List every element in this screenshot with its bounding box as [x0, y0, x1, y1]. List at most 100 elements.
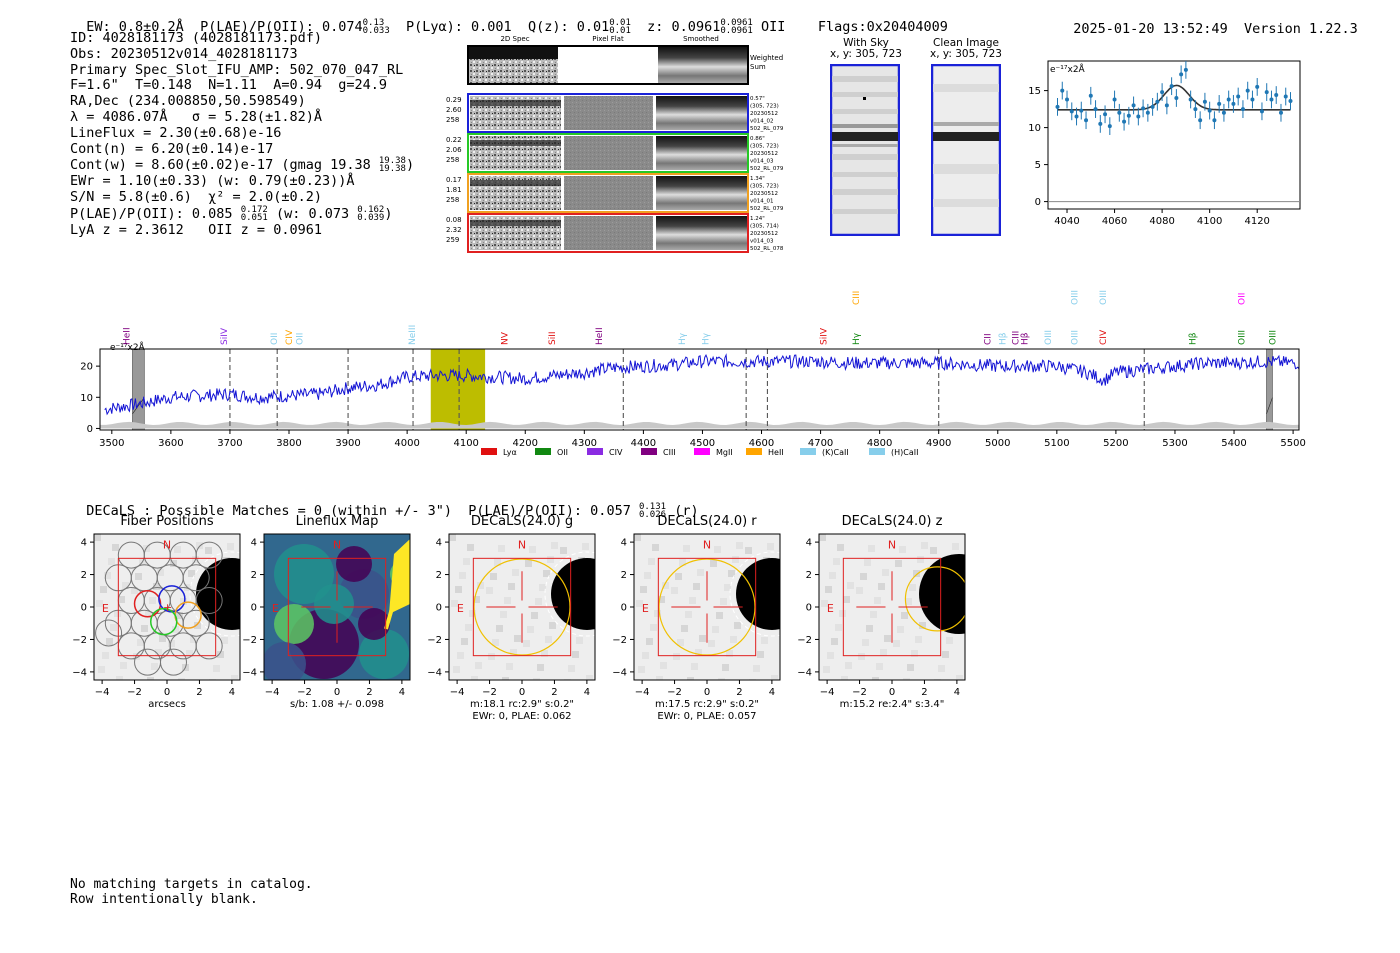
emission-line-label: OIII	[1238, 330, 1248, 345]
x-tick-label: 5300	[1162, 438, 1187, 449]
pixel	[761, 637, 768, 644]
x-tick-label: 2	[196, 687, 202, 698]
y-tick-label: 2	[436, 570, 442, 581]
data-point	[1126, 113, 1131, 118]
data-point	[1174, 96, 1179, 100]
y-tick-label: 0	[1035, 197, 1041, 208]
ew-value: EW: 0.8±0.2Å	[86, 19, 184, 35]
info-id: ID: 4028181173 (4028181173.pdf)	[70, 30, 322, 46]
data-point	[1236, 94, 1241, 99]
pixel	[531, 612, 538, 619]
east-label: E	[457, 602, 464, 615]
x-tick-label: 3900	[335, 438, 360, 449]
pixel	[504, 597, 511, 604]
cutout-pixelflat	[564, 216, 653, 250]
fiber-circle	[159, 648, 187, 676]
timestamp: 2025-01-20 13:52:49	[1073, 21, 1228, 37]
source-aperture	[544, 551, 595, 637]
x-tick-label: 3700	[217, 438, 242, 449]
pixel	[104, 572, 111, 579]
y-tick-label: −2	[242, 635, 257, 646]
pixel	[572, 651, 579, 658]
pixel	[874, 597, 881, 604]
x-tick-label: 4500	[690, 438, 715, 449]
panel-svg: N E −4 −4 −2 −2 0 0 2 2 4 4 m:17.5 rc:2.9" s:0.2"EWr…	[612, 533, 781, 722]
legend-swatch	[641, 448, 657, 455]
y-tick-label: 4	[251, 538, 257, 549]
fiber-circle	[182, 564, 210, 592]
emission-line-label: Hβ	[1020, 332, 1030, 345]
pixel	[514, 635, 521, 642]
pixel	[734, 622, 741, 629]
data-point	[1055, 104, 1060, 109]
info-contw: Cont(w) = 8.60(±0.02)e-17 (gmag 19.38 19…	[70, 156, 415, 175]
emission-line-label: CII	[984, 333, 994, 345]
pixel	[137, 639, 144, 646]
pixel	[697, 569, 704, 576]
pixel	[108, 558, 115, 565]
pixel	[469, 610, 476, 617]
info-contn: Cont(n) = 6.20(±0.14)e-17	[70, 140, 274, 157]
pixel	[477, 582, 484, 589]
info-plae: P(LAE)/P(OII): 0.085 0.172 0.051 (w: 0.07…	[70, 204, 393, 223]
fiber-circle	[182, 609, 210, 637]
cutout-left-value: 0.17	[446, 176, 462, 184]
bright-source	[919, 554, 965, 634]
pixel	[135, 573, 142, 580]
pixel	[677, 639, 684, 646]
legend-label: Lyα	[503, 448, 517, 457]
fiber-circle	[195, 541, 223, 569]
pixel	[560, 547, 567, 554]
pixel	[679, 559, 686, 566]
data-point	[1065, 97, 1070, 102]
pixel	[94, 534, 101, 541]
pixel	[831, 638, 838, 645]
data-point	[1160, 90, 1165, 95]
info-lya: LyA z = 2.3612 OII z = 0.0961	[70, 221, 322, 238]
pixel	[716, 612, 723, 619]
pixel	[114, 610, 121, 617]
pixel	[646, 638, 653, 645]
cutout-left-value: 2.32	[446, 226, 462, 234]
y-tick-label: 20	[80, 362, 93, 373]
x-tick-label: −2	[127, 687, 142, 698]
pixel	[905, 598, 912, 605]
emission-line-label: Hγ	[701, 332, 711, 345]
pixel	[942, 651, 949, 658]
data-point	[1188, 97, 1193, 102]
cutout-right-value: (305, 714)	[750, 224, 779, 230]
pixel	[112, 544, 119, 551]
pixel	[196, 542, 203, 549]
pixel	[673, 653, 680, 660]
y-tick-label: 2	[806, 570, 812, 581]
data-point	[1093, 107, 1098, 112]
pixel	[551, 542, 558, 549]
pixel	[582, 543, 589, 550]
pixel	[745, 547, 752, 554]
data-point	[1069, 109, 1074, 114]
pixel	[644, 572, 651, 579]
pixel	[529, 546, 536, 553]
data-point	[1079, 108, 1084, 113]
pixel	[841, 676, 848, 680]
pixel	[658, 596, 665, 603]
pixel	[545, 636, 552, 643]
pixel	[819, 534, 826, 541]
cutout-svg: 2D Spec Pixel Flat Smoothed Weighted Sum…	[446, 35, 784, 253]
pixel	[231, 675, 238, 680]
emission-line-label: CIII	[1011, 331, 1021, 345]
pixel	[227, 543, 234, 550]
map-blob	[274, 544, 334, 604]
pixel	[903, 678, 910, 680]
clean-image-label: Clean Image x, y: 305, 723	[930, 37, 1002, 60]
pixel	[897, 626, 904, 633]
flags-value: Flags:0x20404009	[817, 19, 948, 35]
data-point	[1288, 98, 1293, 103]
data-point	[1202, 99, 1207, 104]
line-fit-chart: e⁻¹⁷x2Å 4040 4060 4080 4100 4120 0 5 10 15	[1022, 55, 1312, 239]
pixel	[726, 650, 733, 657]
x-tick-label: 0	[334, 687, 340, 698]
x-tick-label: 4	[954, 687, 960, 698]
panel-image	[264, 534, 410, 680]
pixel	[839, 610, 846, 617]
